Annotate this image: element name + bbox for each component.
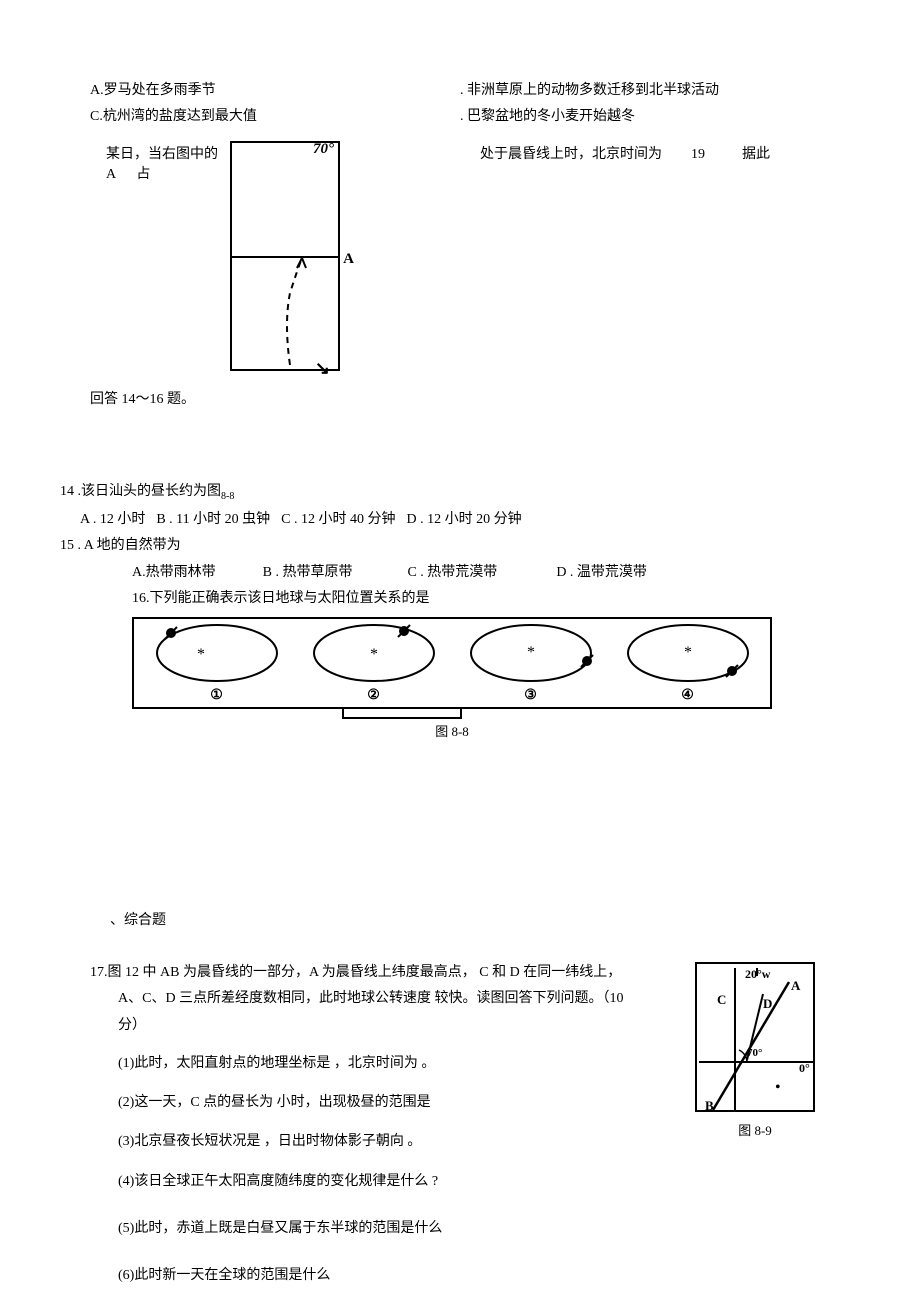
fig70-arrowhead xyxy=(297,258,306,268)
q13-option-a: A.罗马处在多雨季节 xyxy=(90,80,460,102)
q16-caption: 图 8-8 xyxy=(435,721,469,740)
q17-stem-l1: 17.图 12 中 AB 为晨昏线的一部分，A 为晨昏线上纬度最高点， C 和 … xyxy=(90,962,670,984)
q14-figref: 8-8 xyxy=(221,491,234,502)
q16-stem: 16.下列能正确表示该日地球与太阳位置关系的是 xyxy=(90,588,830,610)
q13-stem-right: 处于晨昏线上时，北京时间为 19 据此 xyxy=(350,141,830,163)
orbit-1: * ① xyxy=(147,621,287,704)
q17-dot: • xyxy=(775,1079,781,1096)
q17-sub-6: (6)此时新一天在全球的范围是什么 xyxy=(118,1263,830,1288)
q13-options-row2: C.杭州湾的盐度达到最大值 . 巴黎盆地的冬小麦开始越冬 xyxy=(90,106,830,128)
q13-option-c: C.杭州湾的盐度达到最大值 xyxy=(90,106,460,128)
q13-stem-left-text: 某日，当右图中的 A xyxy=(106,147,218,182)
q17-figure: 20°w A B C D 70° 0° • xyxy=(695,962,815,1112)
q16-caption-wrap: 图 8-8 xyxy=(132,709,772,740)
q17-sub-5: (5)此时，赤道上既是白昼又属于东半球的范围是什么 xyxy=(118,1216,830,1241)
orbit-4-svg: * xyxy=(618,621,758,685)
q13-stem-left: 某日，当右图中的 A 占 xyxy=(90,141,220,183)
q13-stem-right-1: 处于晨昏线上时，北京时间为 xyxy=(480,147,662,162)
fig70-curve-svg xyxy=(232,143,342,373)
q17-top-label: 20°w xyxy=(745,967,771,981)
q14-option-b: B . 11 小时 20 虫钟 xyxy=(156,512,270,527)
q17-label-d: D xyxy=(763,996,772,1011)
orbit-3-label: ③ xyxy=(524,687,537,704)
orbit-2-sun: * xyxy=(370,646,378,663)
fig70-dashed-curve xyxy=(287,258,302,365)
q15-option-c: C . 热带荒漠带 xyxy=(407,565,497,580)
q15-option-a: A.热带雨林带 xyxy=(132,565,216,580)
q17-block: 17.图 12 中 AB 为晨昏线的一部分，A 为晨昏线上纬度最高点， C 和 … xyxy=(90,962,830,1194)
fig70-box: 70° A ↘ xyxy=(230,141,340,371)
q17-sub-1: (1)此时，太阳直射点的地理坐标是 ，北京时间为 。 xyxy=(118,1051,670,1076)
orbit-4: * ④ xyxy=(618,621,758,704)
q14-option-a: A . 12 小时 xyxy=(80,512,145,527)
q15-options: A.热带雨林带 B . 热带草原带 C . 热带荒漠带 D . 温带荒漠带 xyxy=(90,562,830,584)
q16-figure-wrap: * ① * ② * ③ xyxy=(132,617,830,740)
orbit-4-label: ④ xyxy=(681,687,694,704)
q13-figure: 70° A ↘ xyxy=(220,141,350,371)
orbit-4-sun: * xyxy=(684,644,692,661)
q14-stem-text: 14 .该日汕头的昼长约为 xyxy=(60,484,207,499)
q13-answer-line: 回答 14〜16 题。 xyxy=(90,389,830,411)
q14-option-d: D . 12 小时 20 分钟 xyxy=(407,512,522,527)
q17-svg: 20°w A B C D 70° 0° • xyxy=(697,964,817,1114)
q17-label-c: C xyxy=(717,992,726,1007)
section-2-header: 、综合题 xyxy=(110,910,830,932)
q17-figure-col: 20°w A B C D 70° 0° • 图 8-9 xyxy=(680,962,830,1194)
q13-options-row1: A.罗马处在多雨季节 . 非洲草原上的动物多数迁移到北半球活动 xyxy=(90,80,830,102)
q15-stem: 15 . A 地的自然带为 xyxy=(60,535,830,557)
q17-eq-label: 0° xyxy=(799,1061,810,1075)
q17-label-b: B xyxy=(705,1098,714,1113)
orbit-3-sun: * xyxy=(527,644,535,661)
orbit-1-sun: * xyxy=(197,646,205,663)
q13-option-d: . 巴黎盆地的冬小麦开始越冬 xyxy=(460,106,635,128)
q14-stem: 14 .该日汕头的昼长约为图8-8 xyxy=(60,481,830,505)
q17-text: 17.图 12 中 AB 为晨昏线的一部分，A 为晨昏线上纬度最高点， C 和 … xyxy=(90,962,680,1194)
q14-options: A . 12 小时 B . 11 小时 20 虫钟 C . 12 小时 40 分… xyxy=(80,509,830,531)
orbit-2-label: ② xyxy=(367,687,380,704)
q14-option-c: C . 12 小时 40 分钟 xyxy=(281,512,395,527)
q14-figref-prefix: 图 xyxy=(207,484,221,499)
q17-sub-3: (3)北京昼夜长短状况是 ，日出时物体影子朝向 。 xyxy=(118,1129,670,1154)
q13-stem-right-2: 据此 xyxy=(742,147,770,162)
q13-stem-right-num: 19 xyxy=(691,147,705,162)
fig70-point-a-label: A xyxy=(343,251,354,268)
orbit-1-label: ① xyxy=(210,687,223,704)
orbit-1-svg: * xyxy=(147,621,287,685)
q13-stem-mid-char: 占 xyxy=(136,167,150,182)
orbit-3-svg: * xyxy=(461,621,601,685)
q17-caption: 图 8-9 xyxy=(738,1120,772,1139)
q13-stem-block: 某日，当右图中的 A 占 70° A ↘ 处于晨昏线上时，北京时间为 19 据此 xyxy=(90,141,830,371)
q17-sub-4: (4)该日全球正午太阳高度随纬度的变化规律是什么 ? xyxy=(118,1169,670,1194)
q15-option-d: D . 温带荒漠带 xyxy=(556,565,647,580)
q17-stem-l3: 分） xyxy=(90,1015,670,1037)
q16-figure: * ① * ② * ③ xyxy=(132,617,772,709)
q17-sub-2: (2)这一天，C 点的昼长为 小时，出现极昼的范围是 xyxy=(118,1090,670,1115)
q15-option-b: B . 热带草原带 xyxy=(263,565,353,580)
orbit-2-svg: * xyxy=(304,621,444,685)
q17-label-a: A xyxy=(791,978,801,993)
q16-caption-bracket xyxy=(342,709,462,719)
q17-angle-label: 70° xyxy=(747,1047,762,1059)
orbit-3: * ③ xyxy=(461,621,601,704)
fig70-bottom-mark: ↘ xyxy=(315,358,330,379)
orbit-2: * ② xyxy=(304,621,444,704)
q17-stem-l2: A、C、D 三点所差经度数相同，此时地球公转速度 较快。读图回答下列问题。（10 xyxy=(90,988,670,1010)
q13-option-b: . 非洲草原上的动物多数迁移到北半球活动 xyxy=(460,80,719,102)
